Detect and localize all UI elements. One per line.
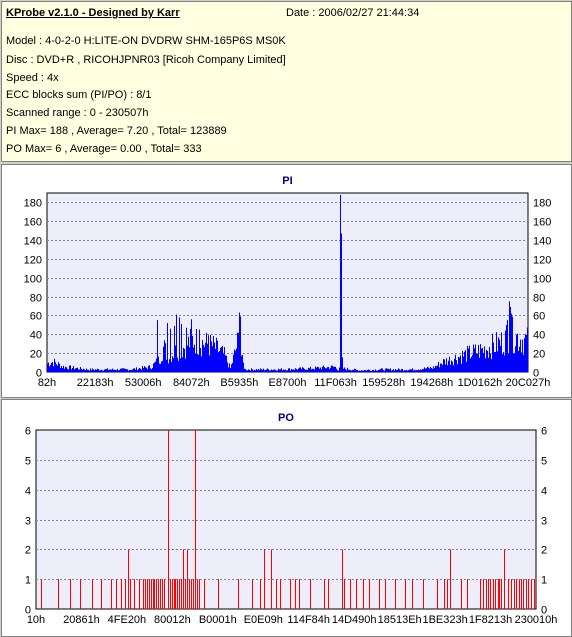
y-tick-label-left: 3 bbox=[25, 516, 31, 528]
disc-line: Disc : DVD+R , RICOHJPNR03 [Ricoh Compan… bbox=[6, 54, 286, 66]
y-tick-label-left: 0 bbox=[25, 605, 31, 617]
x-tick-label: 230010h bbox=[515, 614, 558, 626]
y-tick-label-right: 6 bbox=[541, 426, 547, 438]
x-tick-label: 11F063h bbox=[314, 377, 357, 389]
y-tick-label-right: 120 bbox=[533, 255, 551, 267]
pi-chart-panel: PI 0 0 20 20 40 40 60 60 80 80 100 100 120 120 140 140 16… bbox=[1, 164, 572, 398]
po-chart: PO 0 0 1 1 2 2 3 3 4 4 5 5 6 6 10h 20861h 4FE20h 80012h B00… bbox=[25, 412, 558, 626]
x-tick-label: 1BE323h bbox=[422, 614, 467, 626]
y-tick-label-right: 160 bbox=[533, 217, 551, 229]
y-tick-label-left: 120 bbox=[24, 255, 42, 267]
range-line: Scanned range : 0 - 230507h bbox=[6, 107, 149, 119]
y-tick-label-right: 140 bbox=[533, 236, 551, 248]
x-tick-label: 14D490h bbox=[332, 614, 377, 626]
x-tick-label: 1D0162h bbox=[458, 377, 503, 389]
y-tick-label-right: 2 bbox=[541, 545, 547, 557]
y-tick-label-left: 80 bbox=[30, 293, 42, 305]
y-tick-label-left: 1 bbox=[25, 575, 31, 587]
pi-stats-line: PI Max= 188 , Average= 7.20 , Total= 123… bbox=[6, 125, 227, 137]
y-tick-label-left: 2 bbox=[25, 545, 31, 557]
y-tick-label-right: 0 bbox=[541, 605, 547, 617]
x-tick-label: E0E09h bbox=[244, 614, 283, 626]
x-tick-label: 114F84h bbox=[287, 614, 330, 626]
y-tick-label-left: 180 bbox=[24, 198, 42, 210]
y-tick-label-right: 4 bbox=[541, 486, 547, 498]
x-tick-label: 159528h bbox=[362, 377, 405, 389]
speed-line: Speed : 4x bbox=[6, 72, 59, 84]
y-tick-label-left: 100 bbox=[24, 274, 42, 286]
ecc-line: ECC blocks sum (PI/PO) : 8/1 bbox=[6, 89, 152, 101]
x-tick-label: 22183h bbox=[77, 377, 114, 389]
x-tick-label: 84072h bbox=[173, 377, 210, 389]
x-tick-label: 4FE20h bbox=[108, 614, 147, 626]
x-tick-label: B5935h bbox=[220, 377, 258, 389]
x-tick-label: 82h bbox=[38, 377, 56, 389]
x-tick-label: 18513Eh bbox=[378, 614, 422, 626]
x-tick-label: B0001h bbox=[199, 614, 237, 626]
chart-title: PI bbox=[282, 175, 292, 187]
y-tick-label-right: 80 bbox=[533, 293, 545, 305]
y-tick-label-left: 20 bbox=[30, 349, 42, 361]
x-tick-label: 194268h bbox=[410, 377, 453, 389]
po-chart-panel: PO 0 0 1 1 2 2 3 3 4 4 5 5 6 6 10h 20861h 4FE20h 80012h B00… bbox=[1, 399, 572, 637]
y-tick-label-left: 140 bbox=[24, 236, 42, 248]
x-tick-label: E8700h bbox=[269, 377, 307, 389]
y-tick-label-left: 40 bbox=[30, 330, 42, 342]
scan-date: Date : 2006/02/27 21:44:34 bbox=[286, 7, 420, 19]
plot-area bbox=[46, 192, 529, 373]
y-tick-label-right: 3 bbox=[541, 516, 547, 528]
pi-bars bbox=[47, 194, 528, 372]
x-tick-label: 20861h bbox=[63, 614, 100, 626]
x-tick-label: 1F8213h bbox=[469, 614, 512, 626]
x-tick-label: 20C027h bbox=[506, 377, 551, 389]
y-tick-label-left: 160 bbox=[24, 217, 42, 229]
y-tick-label-right: 60 bbox=[533, 311, 545, 323]
y-tick-label-right: 5 bbox=[541, 456, 547, 468]
model-line: Model : 4-0-2-0 H:LITE-ON DVDRW SHM-165P… bbox=[6, 35, 286, 47]
pi-chart: PI 0 0 20 20 40 40 60 60 80 80 100 100 120 120 140 140 16… bbox=[24, 175, 552, 389]
y-tick-label-left: 0 bbox=[36, 368, 42, 380]
y-tick-label-left: 4 bbox=[25, 486, 31, 498]
y-tick-label-right: 180 bbox=[533, 198, 551, 210]
app-title: KProbe v2.1.0 - Designed by Karr bbox=[6, 7, 180, 19]
y-tick-label-right: 0 bbox=[533, 368, 539, 380]
y-tick-label-left: 5 bbox=[25, 456, 31, 468]
info-panel: KProbe v2.1.0 - Designed by Karr Date : … bbox=[1, 1, 572, 162]
x-tick-label: 53006h bbox=[125, 377, 162, 389]
y-tick-label-right: 100 bbox=[533, 274, 551, 286]
po-stats-line: PO Max= 6 , Average= 0.00 , Total= 333 bbox=[6, 143, 202, 155]
y-tick-label-left: 60 bbox=[30, 311, 42, 323]
x-tick-label: 80012h bbox=[154, 614, 191, 626]
y-tick-label-right: 1 bbox=[541, 575, 547, 587]
y-tick-label-right: 40 bbox=[533, 330, 545, 342]
y-tick-label-right: 20 bbox=[533, 349, 545, 361]
x-tick-label: 10h bbox=[27, 614, 45, 626]
chart-title: PO bbox=[278, 412, 294, 424]
po-bars bbox=[41, 430, 535, 609]
y-tick-label-left: 6 bbox=[25, 426, 31, 438]
